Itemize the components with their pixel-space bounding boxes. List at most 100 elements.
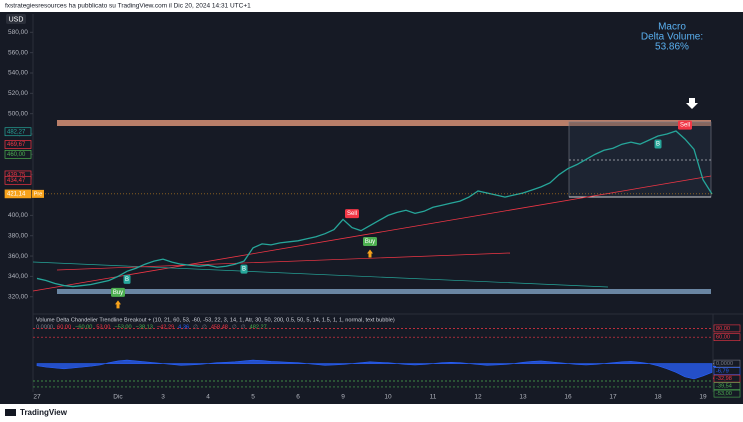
price-label: 469,67	[7, 142, 26, 148]
indicator-value: ∅	[232, 323, 237, 330]
indicator-value: −38,13	[136, 324, 153, 330]
indicator-value: 60,00	[57, 324, 71, 330]
signal-label: B	[242, 267, 246, 273]
price-badge	[4, 150, 32, 159]
signal-label: Sell	[680, 123, 690, 129]
currency: USD	[9, 16, 24, 23]
indicator-value: ∅	[202, 323, 207, 330]
x-tick-label: 6	[296, 394, 300, 401]
signal-label: Sell	[347, 211, 357, 217]
indicator-value: 482,27...	[250, 324, 272, 330]
header: fxstrategiesresources ha pubblicato su T…	[5, 3, 251, 10]
y-tick-label: 0,0000	[716, 361, 733, 367]
signal-label: Buy	[365, 239, 375, 245]
price-badge	[4, 127, 32, 137]
indicator-value: ∅	[241, 323, 246, 330]
x-tick-label: 12	[474, 394, 482, 401]
footer-logo: TradingView	[20, 408, 68, 417]
signal-badge	[345, 209, 359, 219]
indicator-value: 4,36	[178, 324, 189, 330]
price-label: 434,47	[7, 178, 26, 184]
signal-label: B	[656, 142, 660, 148]
signal-badge	[240, 264, 248, 274]
y-tick-label: 540,00	[8, 70, 28, 77]
y-tick-label: 60,00	[716, 335, 730, 341]
signal-badge	[654, 139, 662, 149]
y-tick-label: 400,00	[8, 212, 28, 219]
y-tick-label: 320,00	[8, 293, 28, 300]
level-badge	[713, 382, 741, 390]
trendline	[32, 261, 609, 288]
y-tick-label: 340,00	[8, 273, 28, 280]
x-tick-label: 16	[564, 394, 572, 401]
y-tick-label: 500,00	[8, 110, 28, 117]
indicator-value: −42,29	[157, 324, 174, 330]
resistance-zone	[57, 120, 711, 126]
indicator-value: 53,00	[96, 324, 110, 330]
trendline	[56, 252, 511, 271]
signal-badge	[111, 287, 125, 297]
x-tick-label: 19	[699, 394, 707, 401]
indicator-value: 458,48	[211, 324, 228, 330]
buy-arrow	[115, 300, 121, 309]
x-tick-label: 11	[430, 394, 437, 401]
y-tick-label: 380,00	[8, 232, 28, 239]
y-tick-label: 520,00	[8, 90, 28, 97]
level-badge	[713, 374, 741, 383]
y-tick-label: -32,98	[716, 376, 732, 382]
signal-label: Buy	[113, 290, 123, 296]
level-badge	[713, 367, 741, 375]
annotation: Macro	[658, 22, 686, 33]
x-tick-label: 27	[33, 394, 41, 401]
y-tick-label: 80,00	[716, 326, 730, 332]
x-tick-label: 4	[206, 394, 210, 401]
y-tick-label: 360,00	[8, 253, 28, 260]
indicator-value: 0,0000	[36, 324, 53, 330]
x-tick-label: Dic	[113, 394, 123, 401]
level-badge	[713, 333, 741, 342]
y-tick-label: -6,79	[716, 369, 729, 375]
price-label: 460,00	[7, 152, 26, 158]
price-badge	[5, 189, 31, 198]
y-tick-label: -39,54	[716, 384, 732, 390]
y-tick-label: 580,00	[8, 29, 28, 36]
x-tick-label: 17	[609, 394, 617, 401]
price-label: 439,75	[7, 173, 26, 179]
annotation: 53.86%	[655, 42, 689, 53]
x-tick-label: 13	[519, 394, 527, 401]
signal-badge	[678, 120, 692, 130]
x-tick-label: 18	[654, 394, 662, 401]
signal-badge	[363, 237, 377, 247]
y-tick-label: 560,00	[8, 49, 28, 56]
buy-arrow	[367, 249, 373, 258]
indicator-value: ∅	[193, 323, 198, 330]
price-badge	[4, 175, 32, 185]
level-badge	[713, 324, 741, 333]
chart-background	[0, 12, 743, 404]
trendline	[32, 175, 712, 292]
indicator-value: −60,00	[75, 324, 92, 330]
price-badge	[4, 140, 32, 149]
price-tag: Pre	[34, 191, 43, 197]
delta-area	[36, 359, 713, 380]
support-zone	[57, 289, 711, 294]
price-label: 421,14	[7, 191, 26, 197]
x-tick-label: 9	[341, 394, 345, 401]
signal-label: B	[125, 277, 129, 283]
indicator-value: −53,00	[114, 324, 131, 330]
sell-arrow	[686, 98, 698, 109]
x-tick-label: 5	[251, 394, 255, 401]
range-box	[568, 121, 712, 198]
y-tick-label: -53,00	[716, 391, 732, 397]
signal-badge	[123, 274, 131, 284]
tag-badge	[32, 189, 44, 198]
x-tick-label: 10	[384, 394, 392, 401]
logo-icon	[5, 409, 16, 416]
annotation: Delta Volume:	[641, 32, 703, 43]
level-badge	[713, 389, 741, 398]
level-badge	[713, 359, 741, 368]
x-tick-label: 3	[161, 394, 165, 401]
currency-badge	[6, 14, 26, 24]
price-label: 482,27	[7, 129, 26, 135]
